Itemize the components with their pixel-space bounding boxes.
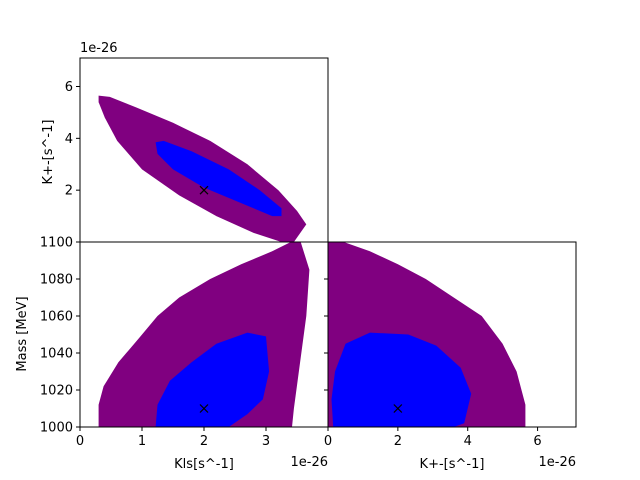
- bottom-right-x-tick-label: 0: [324, 434, 332, 449]
- top-y-tick-label: 6: [65, 80, 73, 95]
- bottom-left-plot-area: [98, 242, 310, 427]
- bottom-right-axes-frame: [327, 241, 577, 428]
- top-plot-area: [98, 95, 307, 242]
- bottom-left-best-fit-marker: [199, 404, 209, 413]
- bottom-left-x-ticks: 0 1 2 3: [76, 427, 270, 449]
- bottom-left-y-axis-label: Mass [MeV]: [15, 296, 30, 371]
- bottom-left-x-tick-label: 0: [76, 434, 84, 449]
- bottom-left-y-tick-label: 1060: [40, 310, 73, 325]
- bottom-left-x-tick-label: 3: [262, 434, 270, 449]
- bottom-right-x-axis-label: K+-[s^-1]: [420, 457, 485, 472]
- bottom-right-x-tick-label: 4: [464, 434, 472, 449]
- bottom-right-x-tick-label: 2: [394, 434, 402, 449]
- panel-top: 2 4 6 1e-26 K+-[s^-1]: [41, 41, 329, 243]
- bottom-right-best-fit-marker: [393, 404, 403, 413]
- bottom-left-y-tick-label: 1000: [40, 421, 73, 436]
- bottom-left-y-ticks: 1000 1020 1040 1060 1080 1100: [40, 236, 80, 436]
- bottom-left-inner-confidence-region: [155, 332, 270, 427]
- top-inner-confidence-region: [155, 140, 282, 217]
- bottom-left-y-tick-label: 1020: [40, 384, 73, 399]
- bottom-left-x-tick-label: 1: [138, 434, 146, 449]
- bottom-right-x-ticks: 0 2 4 6: [324, 427, 542, 449]
- bottom-left-x-offset-label: 1e-26: [290, 455, 328, 470]
- bottom-right-x-tick-label: 6: [533, 434, 541, 449]
- top-best-fit-marker: [199, 185, 209, 195]
- bottom-right-y-ticks: [324, 241, 328, 428]
- panel-bottom-right: 0 2 4 6 K+-[s^-1] 1e-26: [324, 241, 577, 472]
- top-y-axis-label: K+-[s^-1]: [41, 120, 56, 185]
- bottom-left-y-tick-label: 1080: [40, 273, 73, 288]
- top-y-tick-label: 2: [65, 184, 73, 199]
- bottom-right-inner-confidence-region: [331, 332, 472, 427]
- top-y-offset-label: 1e-26: [80, 41, 118, 56]
- bottom-right-plot-area: [328, 242, 526, 427]
- bottom-right-x-offset-label: 1e-26: [538, 455, 576, 470]
- top-y-tick-label: 4: [65, 132, 73, 147]
- bottom-left-x-axis-label: Kls[s^-1]: [174, 457, 234, 472]
- bottom-left-x-tick-label: 2: [200, 434, 208, 449]
- bottom-left-y-tick-label: 1100: [40, 236, 73, 251]
- top-y-ticks: 2 4 6: [65, 80, 80, 243]
- bottom-left-y-tick-label: 1040: [40, 347, 73, 362]
